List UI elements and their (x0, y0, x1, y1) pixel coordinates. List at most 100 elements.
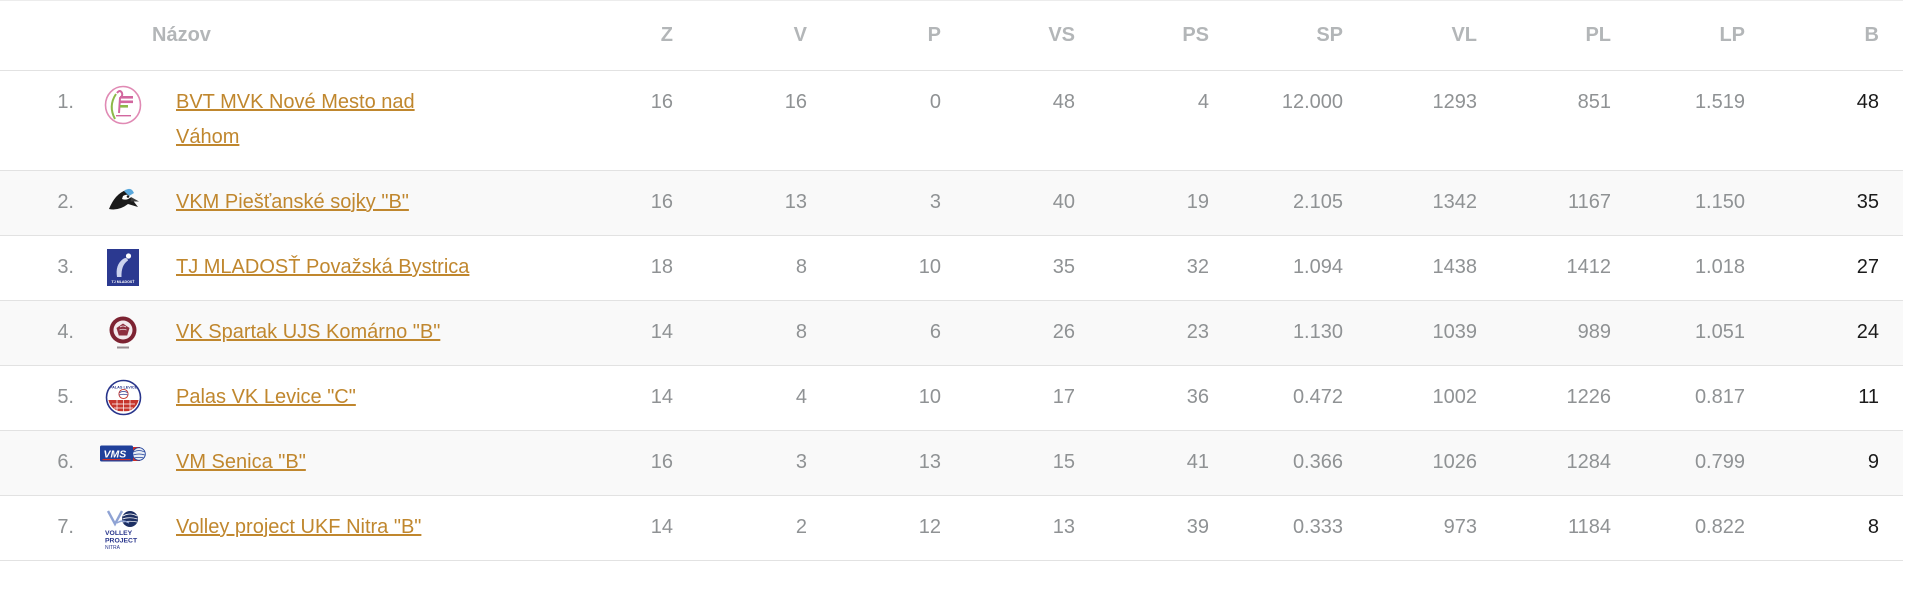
stat-pl: 1226 (1566, 386, 1612, 408)
team-logo-cell: VMS (94, 431, 152, 487)
stat-v: 16 (784, 91, 807, 113)
team-link[interactable]: Volley project UKF Nitra "B" (176, 516, 422, 538)
stat-v: 8 (795, 256, 807, 278)
team-name-cell: VKM Piešťanské sojky "B" (152, 171, 539, 235)
team-name-cell: Volley project UKF Nitra "B" (152, 496, 539, 560)
team-logo-palas-levice-icon: PALAS LEVICE (105, 379, 141, 416)
stat-pl: 1167 (1567, 191, 1611, 213)
team-logo-cell (94, 171, 152, 228)
stat-vs: 13 (1052, 516, 1075, 538)
stat-sp: 1.094 (1292, 256, 1343, 278)
column-header-z: Z (660, 24, 673, 46)
column-header-ps: PS (1182, 24, 1209, 46)
team-name-cell: VK Spartak UJS Komárno "B" (152, 301, 539, 365)
svg-text:PROJECT: PROJECT (105, 538, 138, 545)
stat-ps: 39 (1186, 516, 1209, 538)
stat-pl: 1284 (1566, 451, 1612, 473)
stat-p: 13 (918, 451, 941, 473)
stat-v: 8 (795, 321, 807, 343)
team-logo-cell: PALAS LEVICE (94, 366, 152, 424)
column-header-vs: VS (1048, 24, 1075, 46)
table-row: 5. PALAS LEVICE Palas VK Levice "C" 14 4 10 17… (0, 366, 1903, 431)
stat-lp: 0.799 (1694, 451, 1745, 473)
stat-lp: 1.519 (1694, 91, 1745, 113)
stat-ps: 19 (1186, 191, 1209, 213)
stat-p: 12 (918, 516, 941, 538)
stat-v: 13 (784, 191, 807, 213)
stat-sp: 0.333 (1292, 516, 1343, 538)
table-row: 1. BVT MVK Nové Mesto nad Váhom 16 16 0 48 4 12… (0, 71, 1903, 171)
team-logo-cell: TJ MLADOSŤ (94, 236, 152, 294)
stat-lp: 1.051 (1694, 321, 1745, 343)
team-logo-vm-senica-icon: VMS (100, 445, 146, 462)
stat-vl: 1342 (1432, 191, 1478, 213)
rank-cell: 5. (57, 386, 74, 408)
team-logo-cell (94, 71, 152, 134)
rank-cell: 6. (57, 451, 74, 473)
stat-ps: 32 (1186, 256, 1209, 278)
stat-b: 48 (1856, 91, 1879, 113)
stat-vs: 35 (1052, 256, 1075, 278)
team-link[interactable]: VKM Piešťanské sojky "B" (176, 191, 409, 213)
stat-lp: 1.150 (1694, 191, 1745, 213)
stat-pl: 989 (1577, 321, 1611, 343)
stat-vl: 1438 (1432, 256, 1478, 278)
stat-lp: 0.822 (1694, 516, 1745, 538)
stat-sp: 0.472 (1292, 386, 1343, 408)
stat-ps: 36 (1186, 386, 1209, 408)
column-header-v: V (793, 24, 807, 46)
stat-b: 35 (1856, 191, 1879, 213)
stat-p: 10 (918, 386, 941, 408)
rank-cell: 4. (57, 321, 74, 343)
stat-p: 6 (929, 321, 941, 343)
stat-vl: 1026 (1432, 451, 1478, 473)
rank-cell: 7. (57, 516, 74, 538)
team-name-cell: VM Senica "B" (152, 431, 539, 495)
stat-sp: 12.000 (1281, 91, 1343, 113)
table-row: 2. VKM Piešťanské sojky "B" 16 13 3 40 19 2.105… (0, 171, 1903, 236)
stat-z: 16 (650, 451, 673, 473)
svg-text:VOLLEY: VOLLEY (105, 530, 133, 537)
svg-text:VMS: VMS (104, 449, 127, 461)
stat-vs: 15 (1052, 451, 1075, 473)
stat-vl: 1002 (1432, 386, 1478, 408)
team-logo-tj-mladost-icon: TJ MLADOSŤ (107, 249, 139, 286)
stat-z: 14 (650, 516, 673, 538)
svg-text:PALAS LEVICE: PALAS LEVICE (109, 386, 137, 390)
column-header-pl: PL (1585, 24, 1611, 46)
stat-z: 18 (650, 256, 673, 278)
svg-text:TJ MLADOSŤ: TJ MLADOSŤ (112, 279, 136, 284)
stat-lp: 1.018 (1694, 256, 1745, 278)
team-link[interactable]: BVT MVK Nové Mesto nad Váhom (176, 91, 415, 148)
stat-vs: 17 (1052, 386, 1075, 408)
header-logo-spacer (94, 1, 152, 70)
standings-table: Názov Z V P VS PS SP VL PL LP B 1. BVT MVK Nové Mes… (0, 0, 1903, 561)
stat-v: 3 (795, 451, 807, 473)
column-header-b: B (1864, 24, 1879, 46)
team-link[interactable]: TJ MLADOSŤ Považská Bystrica (176, 256, 470, 278)
team-logo-cell (94, 301, 152, 360)
stat-vs: 40 (1052, 191, 1075, 213)
stat-p: 0 (929, 91, 941, 113)
rank-cell: 1. (57, 91, 74, 113)
stat-vl: 973 (1443, 516, 1477, 538)
stat-pl: 851 (1577, 91, 1611, 113)
team-link[interactable]: VK Spartak UJS Komárno "B" (176, 321, 441, 343)
team-link[interactable]: VM Senica "B" (176, 451, 306, 473)
team-name-cell: Palas VK Levice "C" (152, 366, 539, 430)
stat-z: 14 (650, 321, 673, 343)
stat-lp: 0.817 (1694, 386, 1745, 408)
stat-vl: 1039 (1432, 321, 1478, 343)
table-row: 6. VMS VM Senica "B" 16 3 13 15 41 0.366 1026 1284… (0, 431, 1903, 496)
team-logo-vkm-sojky-icon (109, 188, 139, 210)
team-link[interactable]: Palas VK Levice "C" (176, 386, 356, 408)
rank-cell: 3. (57, 256, 74, 278)
stat-sp: 2.105 (1292, 191, 1343, 213)
stat-z: 14 (650, 386, 673, 408)
team-name-cell: BVT MVK Nové Mesto nad Váhom (152, 71, 539, 170)
stat-ps: 41 (1186, 451, 1209, 473)
stat-ps: 23 (1186, 321, 1209, 343)
team-name-cell: TJ MLADOSŤ Považská Bystrica (152, 236, 539, 300)
stat-z: 16 (650, 191, 673, 213)
stat-p: 10 (918, 256, 941, 278)
